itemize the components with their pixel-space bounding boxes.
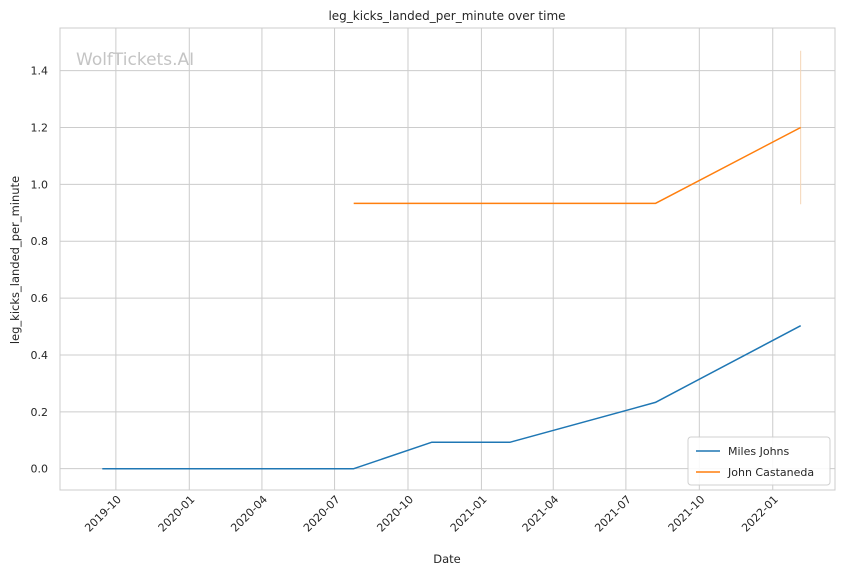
x-tick-label: 2021-07 (592, 493, 634, 535)
y-axis-label: leg_kicks_landed_per_minute (8, 176, 22, 344)
x-tick-labels: 2019-10 2020-01 2020-04 2020-07 2020-10 2021-… (82, 493, 781, 535)
x-tick-label: 2022-01 (739, 493, 781, 535)
plot-frame (59, 27, 836, 491)
y-tick-label: 1.2 (31, 122, 49, 135)
y-tick-labels: 0.0 0.2 0.4 0.6 0.8 1.0 1.2 1.4 (31, 65, 49, 476)
x-tick-label: 2020-04 (228, 493, 270, 535)
watermark: WolfTickets.AI (76, 50, 194, 70)
x-tick-label: 2020-01 (156, 493, 198, 535)
series-line-john-castaneda (353, 126, 802, 205)
x-tick-label: 2021-01 (448, 493, 490, 535)
series-line-miles-johns (102, 325, 802, 470)
x-tick-label: 2021-10 (666, 493, 708, 535)
y-tick-label: 0.6 (31, 292, 49, 305)
grid (60, 28, 835, 490)
x-axis-label: Date (433, 552, 461, 566)
y-tick-label: 0.2 (31, 406, 49, 419)
x-tick-label: 2020-07 (301, 493, 343, 535)
chart-title: leg_kicks_landed_per_minute over time (328, 9, 565, 23)
y-tick-label: 1.0 (31, 178, 49, 191)
legend-label-miles-johns: Miles Johns (728, 445, 790, 458)
series-layer (102, 126, 802, 470)
x-tick-label: 2019-10 (82, 493, 124, 535)
x-tick-label: 2020-10 (374, 493, 416, 535)
y-tick-label: 0.8 (31, 235, 49, 248)
x-tick-label: 2021-04 (520, 493, 562, 535)
legend-label-john-castaneda: John Castaneda (727, 466, 814, 479)
y-tick-label: 1.4 (31, 65, 49, 78)
legend-box (687, 436, 831, 486)
y-tick-label: 0.4 (31, 349, 49, 362)
legend: Miles Johns John Castaneda (687, 436, 831, 486)
y-tick-label: 0.0 (31, 463, 49, 476)
